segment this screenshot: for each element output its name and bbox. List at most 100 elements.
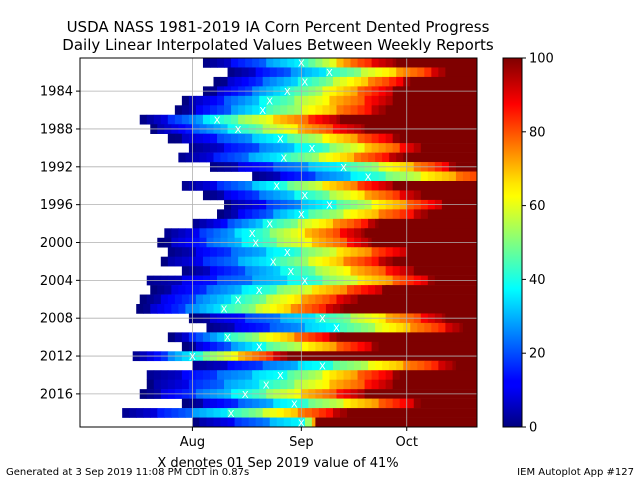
heatmap-cell (269, 67, 278, 78)
heatmap-cell (280, 294, 288, 305)
heatmap-cell (241, 408, 250, 418)
heatmap-cell (224, 190, 232, 201)
heatmap-cell (181, 256, 190, 267)
heatmap-cell (255, 218, 264, 229)
heatmap-cell (339, 152, 348, 163)
heatmap-cell (231, 133, 239, 144)
heatmap-cell (224, 95, 232, 106)
heatmap-cell (217, 370, 225, 380)
heatmap-cell (174, 379, 183, 390)
heatmap-cell (181, 332, 190, 343)
heatmap-cell-complete (396, 58, 477, 68)
heatmap-cell (195, 105, 204, 116)
heatmap-cell (192, 218, 200, 229)
heatmap-cell (245, 341, 253, 352)
heatmap-cell (371, 256, 380, 267)
x-marker: X (270, 257, 277, 268)
heatmap-cell (167, 294, 176, 305)
heatmap-cell-complete (347, 408, 477, 418)
heatmap-cell (308, 341, 316, 352)
heatmap-cell (220, 417, 228, 428)
heatmap-cell (308, 398, 316, 409)
heatmap-cell (164, 285, 172, 295)
heatmap-cell (375, 67, 383, 78)
heatmap-cell (378, 247, 387, 257)
heatmap-cell (347, 218, 355, 229)
heatmap-cell (255, 408, 264, 418)
heatmap-cell (280, 379, 288, 390)
heatmap-cell (231, 114, 239, 125)
heatmap-cell (202, 58, 211, 68)
heatmap-cell (347, 76, 355, 87)
heatmap-cell (209, 105, 218, 116)
heatmap-row-1981 (202, 58, 477, 68)
heatmap-cell (315, 294, 323, 305)
heatmap-cell (325, 285, 334, 295)
heatmap-cell (441, 171, 450, 182)
heatmap-cell (336, 370, 344, 380)
heatmap-cell (273, 256, 281, 267)
heatmap-cell (287, 256, 295, 267)
heatmap-cell (245, 143, 253, 153)
colorbar-gradient (502, 57, 523, 428)
heatmap-cell (209, 247, 218, 257)
heatmap-cell (199, 304, 207, 314)
heatmap-cell (245, 247, 253, 257)
heatmap-cell (259, 114, 267, 125)
colorbar-ticks: 0 20 40 60 80 100 (522, 52, 554, 436)
heatmap-cell (164, 408, 172, 418)
heatmap-cell (259, 181, 267, 191)
heatmap-cell (241, 76, 250, 87)
heatmap-cell (231, 370, 239, 380)
heatmap-cell (213, 360, 221, 371)
colorbar-tick-label: 0 (529, 421, 537, 436)
heatmap-cell (273, 247, 281, 257)
heatmap-cell (392, 398, 401, 409)
heatmap-cell (389, 67, 397, 78)
heatmap-cell (153, 370, 162, 380)
heatmap-cell (231, 105, 239, 116)
heatmap-cell (209, 341, 218, 352)
heatmap-cell (287, 105, 295, 116)
heatmap-cell (266, 105, 274, 116)
heatmap-cell (276, 76, 285, 87)
heatmap-cell (350, 266, 358, 276)
heatmap-row-2018 (122, 408, 477, 418)
heatmap-cell (329, 58, 337, 68)
heatmap-cell (406, 143, 415, 153)
heatmap-cell (224, 247, 232, 257)
heatmap-cell (431, 322, 439, 333)
y-tick-label: 2012 (40, 350, 73, 365)
heatmap-cell (339, 228, 348, 239)
heatmap-cell (322, 398, 330, 409)
heatmap-cell (318, 322, 327, 333)
heatmap-row-2010 (167, 332, 477, 343)
heatmap-cell (252, 114, 260, 125)
heatmap-cell (276, 152, 285, 163)
heatmap-cell-complete (445, 67, 477, 78)
heatmap-cell (308, 58, 316, 68)
heatmap-cell (371, 370, 380, 380)
heatmap-cell (315, 95, 323, 106)
heatmap-cell (301, 209, 309, 220)
chart-title: USDA NASS 1981-2019 IA Corn Percent Dent… (67, 18, 490, 36)
heatmap-cell (280, 171, 288, 182)
heatmap-cell (336, 379, 344, 390)
heatmap-cell (350, 58, 358, 68)
heatmap-cell (325, 152, 334, 163)
heatmap-cell (385, 171, 394, 182)
heatmap-cell (375, 152, 383, 163)
heatmap-cell (266, 209, 274, 220)
heatmap-cell (269, 417, 278, 428)
heatmap-cell (202, 332, 211, 343)
heatmap-cell (315, 143, 323, 153)
heatmap-cell (283, 360, 292, 371)
heatmap-cell (375, 285, 383, 295)
heatmap-cell-complete (420, 190, 477, 201)
heatmap-cell (308, 247, 316, 257)
heatmap-cell (343, 256, 351, 267)
heatmap-cell (171, 408, 179, 418)
heatmap-cell (231, 181, 239, 191)
x-marker: X (333, 324, 340, 335)
heatmap-cell (294, 171, 302, 182)
